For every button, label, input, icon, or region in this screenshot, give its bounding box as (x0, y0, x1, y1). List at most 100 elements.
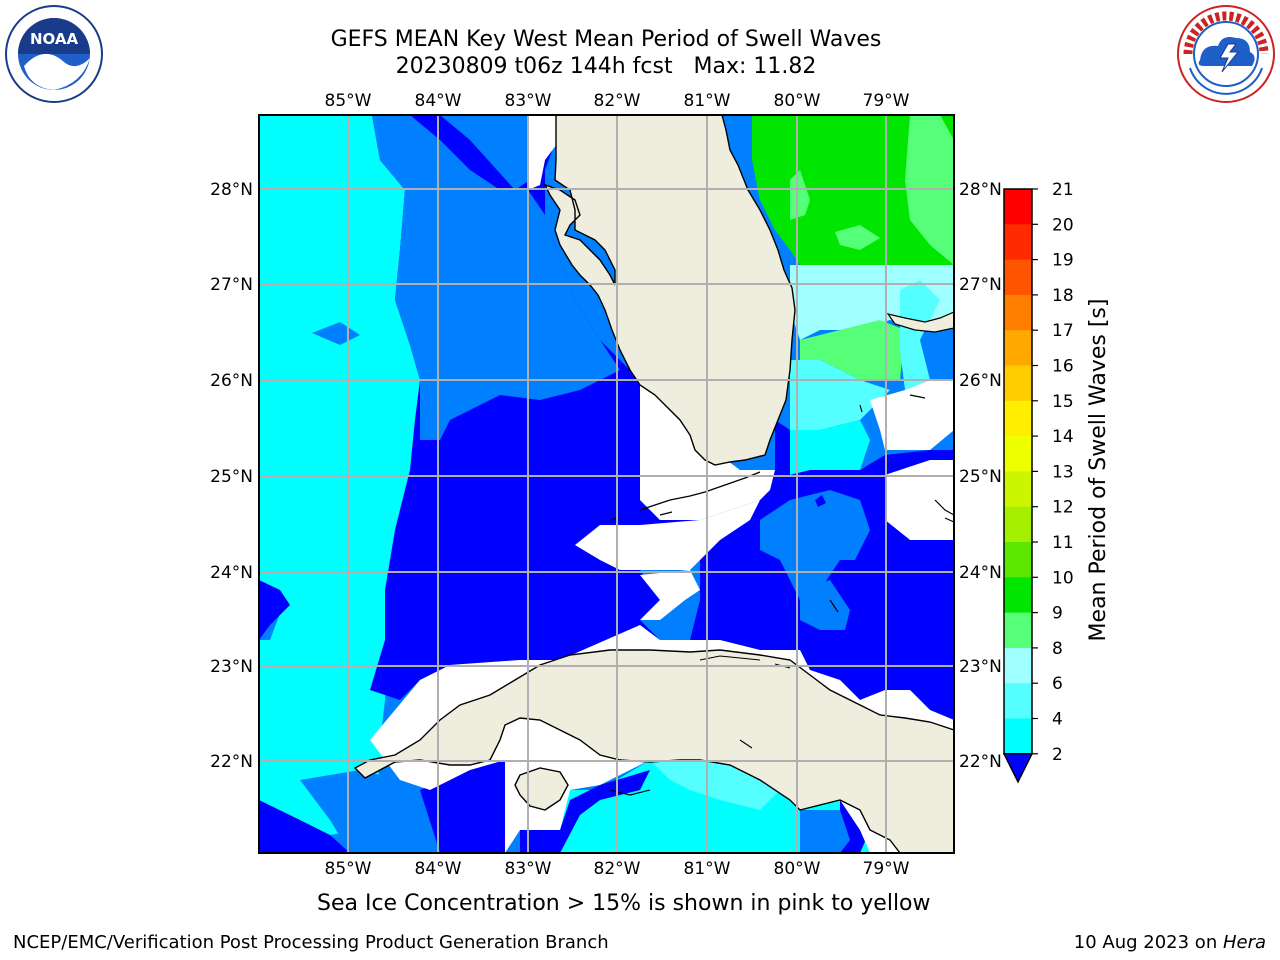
colorbar-segment (1004, 365, 1032, 402)
colorbar-tick-label: 15 (1052, 392, 1074, 412)
colorbar-segment (1004, 612, 1032, 649)
colorbar-tick-label: 11 (1052, 533, 1074, 553)
swell-band-4-6-sw3 (265, 705, 390, 770)
nws-logo (1177, 5, 1275, 103)
colorbar-segment (1004, 189, 1032, 225)
swell-band-9-10-strip (790, 170, 810, 220)
map-gridlines (259, 115, 954, 853)
noaa-logo-text: NOAA (30, 30, 79, 48)
map-frame (258, 114, 955, 854)
lon-label: 84°W (415, 91, 462, 111)
map-plot-area (259, 115, 954, 853)
colorbar-segment (1004, 683, 1032, 719)
lat-label: 23°N (210, 657, 253, 677)
lon-label: 81°W (684, 91, 731, 111)
bahamas-small (829, 394, 954, 613)
bahamas-land (886, 311, 954, 333)
lon-labels-bottom: 85°W 84°W 83°W 82°W 81°W 80°W 79°W (325, 859, 910, 879)
lat-label: 28°N (210, 180, 253, 200)
lat-label: 23°N (959, 657, 1002, 677)
colorbar-tick-label: 17 (1052, 321, 1074, 341)
lat-label: 28°N (959, 180, 1002, 200)
colorbar-label: Mean Period of Swell Waves [s] (1086, 299, 1111, 642)
lon-label: 83°W (505, 859, 552, 879)
colorbar-segment (1004, 400, 1032, 437)
colorbar-segment (1004, 718, 1032, 755)
swell-band-9-10-patch (835, 225, 880, 250)
lat-label: 22°N (959, 752, 1002, 772)
lon-label: 82°W (594, 859, 641, 879)
colorbar-segment (1004, 471, 1032, 508)
swell-band-6-8-strait (790, 360, 890, 430)
lon-label: 81°W (684, 859, 731, 879)
swell-band-2-4-east (930, 320, 954, 380)
lat-labels-right: 28°N 27°N 26°N 25°N 24°N 23°N 22°N (959, 180, 1002, 772)
colorbar-tick-label: 13 (1052, 462, 1074, 482)
swell-band-6-8-east (900, 280, 940, 390)
colorbar-segment (1004, 259, 1032, 296)
sea-ice-caption: Sea Ice Concentration > 15% is shown in … (317, 891, 931, 916)
colorbar-segment (1004, 330, 1032, 366)
footer-date-text: 10 Aug 2023 on (1073, 932, 1223, 953)
lon-label: 79°W (863, 859, 910, 879)
noaa-logo: NOAA (5, 5, 103, 103)
lat-label: 27°N (210, 275, 253, 295)
colorbar-segment (1004, 647, 1032, 684)
lon-labels-top: 85°W 84°W 83°W 82°W 81°W 80°W 79°W (325, 91, 910, 111)
lat-label: 25°N (210, 467, 253, 487)
colorbar-segment (1004, 542, 1032, 578)
chart-title-line2: 20230809 t06z 144h fcst Max: 11.82 (395, 54, 817, 79)
lon-label: 80°W (774, 91, 821, 111)
colorbar-tick-label: 20 (1052, 215, 1074, 235)
colorbar-tick-label: 8 (1052, 639, 1063, 659)
colorbar-segment (1004, 506, 1032, 543)
colorbar-tick-label: 2 (1052, 745, 1063, 765)
lon-label: 82°W (594, 91, 641, 111)
swell-band-lt2-islet (815, 495, 826, 507)
swell-band-9-10-strait (800, 320, 905, 380)
swell-band-10-11-atlantic (752, 115, 954, 270)
colorbar-tick-label: 16 (1052, 357, 1074, 377)
swell-band-2-4-shelf (372, 115, 620, 440)
colorbar-tick-label: 18 (1052, 286, 1074, 306)
swell-band-lt2-se (885, 520, 954, 690)
colorbar-segment (1004, 577, 1032, 614)
swell-band-2-4-islands (800, 580, 850, 630)
lon-label: 85°W (325, 859, 372, 879)
cuba-land (353, 649, 954, 853)
lat-label: 27°N (959, 275, 1002, 295)
footer-date: 10 Aug 2023 on Hera (1074, 932, 1266, 953)
colorbar-tick-label: 21 (1052, 180, 1074, 200)
lat-labels-left: 28°N 27°N 26°N 25°N 24°N 23°N 22°N (210, 180, 253, 772)
colorbar-segment (1004, 294, 1032, 331)
lon-label: 84°W (415, 859, 462, 879)
colorbar-tick-label: 12 (1052, 498, 1074, 518)
footer-credit: NCEP/EMC/Verification Post Processing Pr… (13, 932, 609, 953)
swell-band-lt2-sw (259, 800, 350, 853)
chart-title-line1: GEFS MEAN Key West Mean Period of Swell … (330, 27, 882, 52)
lat-label: 24°N (210, 563, 253, 583)
lat-label: 25°N (959, 467, 1002, 487)
florida-land (543, 115, 796, 466)
colorbar-segment (1004, 436, 1032, 472)
swell-band-lt2-nw (259, 580, 290, 640)
lat-label: 26°N (959, 371, 1002, 391)
swell-band-2-4-south (800, 810, 850, 853)
footer-machine: Hera (1222, 932, 1266, 953)
lat-label: 24°N (959, 563, 1002, 583)
colorbar-segment (1004, 224, 1032, 261)
lon-label: 85°W (325, 91, 372, 111)
colorbar-tick-label: 4 (1052, 710, 1063, 730)
colorbar-tick-label: 10 (1052, 568, 1074, 588)
colorbar-tick-label: 19 (1052, 251, 1074, 271)
colorbar-tick-label: 6 (1052, 674, 1063, 694)
colorbar-tick-label: 9 (1052, 604, 1063, 624)
lon-label: 80°W (774, 859, 821, 879)
lat-label: 22°N (210, 752, 253, 772)
colorbar-extend-arrow (1002, 753, 1034, 784)
lat-label: 26°N (210, 371, 253, 391)
colorbar-tick-label: 14 (1052, 427, 1074, 447)
swell-band-4-6-strait (790, 420, 870, 475)
lon-label: 79°W (863, 91, 910, 111)
